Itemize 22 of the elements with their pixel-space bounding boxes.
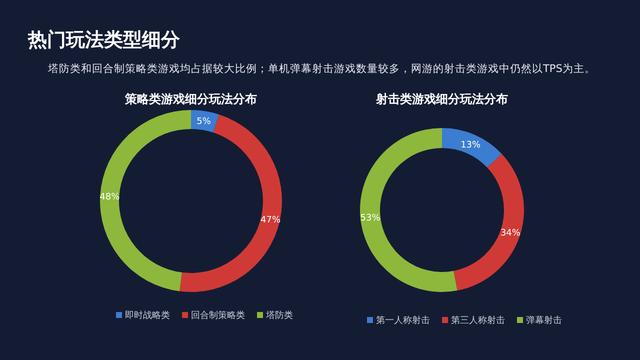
chart-title: 射击类游戏细分玩法分布: [375, 92, 508, 106]
legend-label: 即时战略类: [125, 310, 170, 321]
legend-label: 塔防类: [265, 310, 293, 321]
legend-label: 第一人称射击: [376, 315, 430, 326]
legend-label: 弹幕射击: [526, 315, 562, 326]
chart-title: 策略类游戏细分玩法分布: [124, 92, 257, 106]
data-label: 53%: [360, 213, 381, 224]
text: 塔防类和回合制策略类游戏均占据较大比例；单机弹幕射击游戏数量较多，网游的射击类游戏中仍然以TPS为主。: [47, 62, 596, 75]
donut-slice: [100, 110, 191, 292]
donut-slice: [191, 110, 220, 133]
donut-slice: [454, 154, 524, 291]
legend-label: 回合制策略类: [191, 310, 245, 321]
data-label: 13%: [460, 140, 482, 150]
text: 热门玩法类型细分: [27, 29, 181, 51]
data-label: 5%: [196, 117, 212, 128]
donut-slice: [180, 114, 282, 292]
donut-slice: [360, 128, 458, 292]
data-label: 48%: [100, 192, 120, 202]
donut-slice: [442, 128, 502, 168]
data-label: 47%: [260, 215, 281, 226]
data-label: 34%: [500, 228, 521, 239]
legend-label: 第三人称射击: [451, 315, 505, 326]
